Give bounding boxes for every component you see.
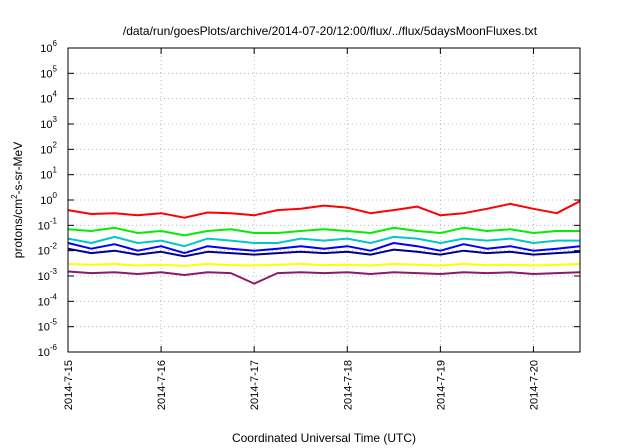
y-tick-label-base: 10 [40,170,52,182]
y-tick-label-exponent: 6 [53,39,58,48]
y-axis-label-suffix: -s-sr-MeV [11,142,25,195]
y-tick-label-base: 10 [40,119,52,131]
y-tick-label-exponent: -5 [50,318,58,327]
series-line-0 [67,200,581,219]
y-tick-label-exponent: 2 [53,140,58,149]
y-tick-label-exponent: 1 [53,166,58,175]
y-tick-label-base: 10 [38,220,50,232]
y-tick-label-exponent: 5 [53,64,58,73]
y-tick-label: 101 [40,166,57,182]
grid [68,48,580,352]
y-axis-label-prefix: protons/cm [11,199,25,258]
x-tick-label: 2014-7-19 [435,360,447,410]
y-tick-label-base: 10 [38,246,50,258]
x-tick-label: 2014-7-20 [528,360,540,410]
y-tick-label: 102 [40,140,57,156]
y-tick-label-exponent: -6 [50,343,58,352]
x-axis-label: Coordinated Universal Time (UTC) [232,431,416,445]
y-tick-label-base: 10 [40,144,52,156]
plot-frame [67,47,581,353]
chart-title: /data/run/goesPlots/archive/2014-07-20/1… [123,24,538,38]
y-tick-label: 105 [40,64,57,80]
x-tick-label: 2014-7-18 [342,360,354,410]
y-tick-label-base: 10 [38,347,50,359]
series-line-2 [67,235,580,248]
series-line-1 [67,226,580,237]
y-axis-label: protons/cm2-s-sr-MeV [10,142,25,258]
y-tick-label-exponent: -3 [50,267,58,276]
y-tick-label: 104 [40,90,57,106]
series-line-4 [67,247,581,258]
y-tick-label-exponent: -2 [50,242,58,251]
x-tick-label: 2014-7-17 [249,360,261,410]
y-tick-label: 10-4 [38,292,58,308]
y-tick-label-exponent: 4 [53,90,58,99]
y-axis-label-superscript: 2 [10,194,19,199]
y-tick-label: 10-6 [38,343,58,359]
y-tick-label-base: 10 [38,271,50,283]
y-tick-label-exponent: 3 [53,115,58,124]
y-tick-label-base: 10 [40,195,52,207]
y-tick-label: 10-2 [38,242,58,258]
y-tick-label: 103 [40,115,57,131]
series-layer [67,200,581,285]
series-line-6 [67,270,581,285]
series-line-3 [67,242,581,255]
y-tick-label-base: 10 [40,94,52,106]
x-tick-labels: 2014-7-15 2014-7-16 2014-7-17 2014-7-18 2014… [63,360,540,410]
y-tick-label: 100 [40,191,57,207]
x-tick-label: 2014-7-15 [63,360,75,410]
y-tick-label-exponent: 0 [53,191,58,200]
series-line-5 [67,262,581,267]
y-tick-label-base: 10 [38,322,50,334]
y-tick-label-exponent: -1 [50,216,58,225]
y-tick-label-base: 10 [40,68,52,80]
y-tick-labels: 10-610-510-410-310-210-11001011021031041… [38,39,58,359]
x-tick-label: 2014-7-16 [156,360,168,410]
y-tick-label: 10-1 [38,216,58,232]
y-tick-label: 10-3 [38,267,58,283]
y-tick-label-base: 10 [38,296,50,308]
y-tick-label: 10-5 [38,318,58,334]
ticks [67,47,580,353]
y-tick-label-base: 10 [40,43,52,55]
y-tick-label-exponent: -4 [50,292,58,301]
y-tick-label: 106 [40,39,57,55]
